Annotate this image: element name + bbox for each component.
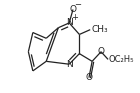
Text: N: N bbox=[66, 60, 73, 69]
Text: CH₃: CH₃ bbox=[91, 25, 108, 34]
Text: −: − bbox=[75, 0, 82, 9]
Text: N: N bbox=[66, 18, 73, 27]
Text: O: O bbox=[69, 5, 76, 14]
Text: O: O bbox=[85, 73, 92, 82]
Text: O: O bbox=[98, 47, 105, 56]
Text: +: + bbox=[71, 13, 78, 22]
Text: OC₂H₅: OC₂H₅ bbox=[109, 55, 134, 64]
